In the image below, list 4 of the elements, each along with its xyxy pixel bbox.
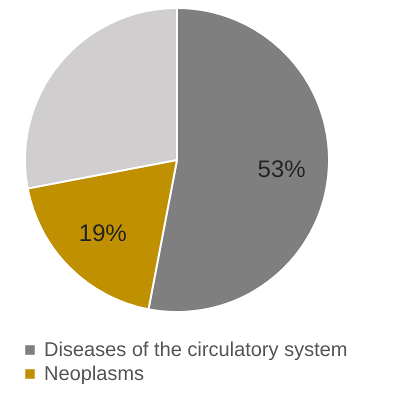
- data-label: 19%: [78, 220, 127, 248]
- data-label: 53%: [258, 156, 306, 183]
- legend-label: Diseases of the circulatory system: [44, 339, 348, 361]
- legend-label: Neoplasms: [44, 363, 144, 385]
